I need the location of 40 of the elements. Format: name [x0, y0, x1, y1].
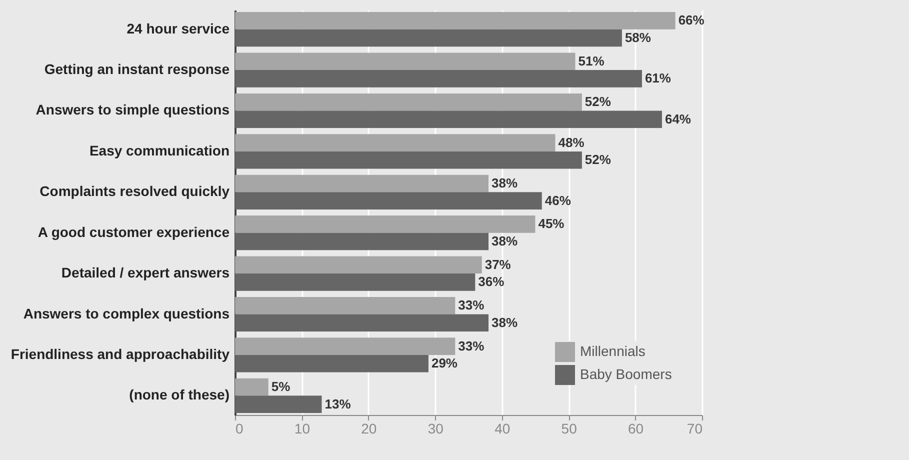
data-label: 52% [584, 152, 612, 168]
x-tick-label: 70 [686, 420, 703, 436]
y-tick-label: 24 hour service [126, 20, 230, 36]
x-tick-label: 20 [361, 420, 377, 436]
data-label: 38% [492, 314, 518, 330]
y-tick-label: (none of these) [129, 386, 230, 403]
data-label: 33% [458, 298, 485, 313]
data-label: 66% [678, 12, 705, 28]
data-label: 13% [324, 396, 352, 412]
legend-label: Millennials [580, 343, 646, 359]
x-tick-label: 40 [494, 420, 510, 436]
y-tick-label: Detailed / expert answers [61, 264, 230, 281]
x-tick-label: 10 [294, 420, 310, 436]
data-label: 52% [584, 94, 612, 110]
data-label: 36% [478, 274, 505, 290]
data-label: 48% [558, 134, 585, 150]
data-label: 38% [492, 234, 518, 248]
y-tick-label: Friendliness and approachability [10, 346, 230, 362]
x-tick-label: 0 [236, 420, 244, 436]
data-label: 5% [271, 379, 291, 394]
x-tick-label: 30 [428, 420, 444, 436]
data-label: 58% [624, 30, 652, 45]
data-label: 37% [484, 256, 512, 272]
data-label: 29% [431, 356, 458, 371]
legend-label: Baby Boomers [580, 366, 672, 382]
y-tick-label: Complaints resolved quickly [40, 183, 230, 200]
data-label: 33% [458, 338, 485, 354]
data-label: 46% [544, 192, 572, 208]
data-label: 51% [578, 53, 605, 68]
y-tick-label: Easy communication [89, 142, 230, 158]
data-label: 45% [538, 216, 565, 232]
data-label: 61% [644, 70, 672, 86]
x-tick-label: 60 [628, 420, 644, 436]
y-tick-label: Getting an instant response [44, 61, 230, 78]
y-tick-label: Answers to complex questions [23, 305, 230, 322]
y-tick-label: Answers to simple questions [36, 102, 230, 118]
y-tick-label: A good customer experience [38, 224, 230, 240]
data-label: 64% [664, 111, 692, 126]
data-label: 38% [492, 176, 518, 190]
x-tick-label: 50 [561, 420, 578, 436]
